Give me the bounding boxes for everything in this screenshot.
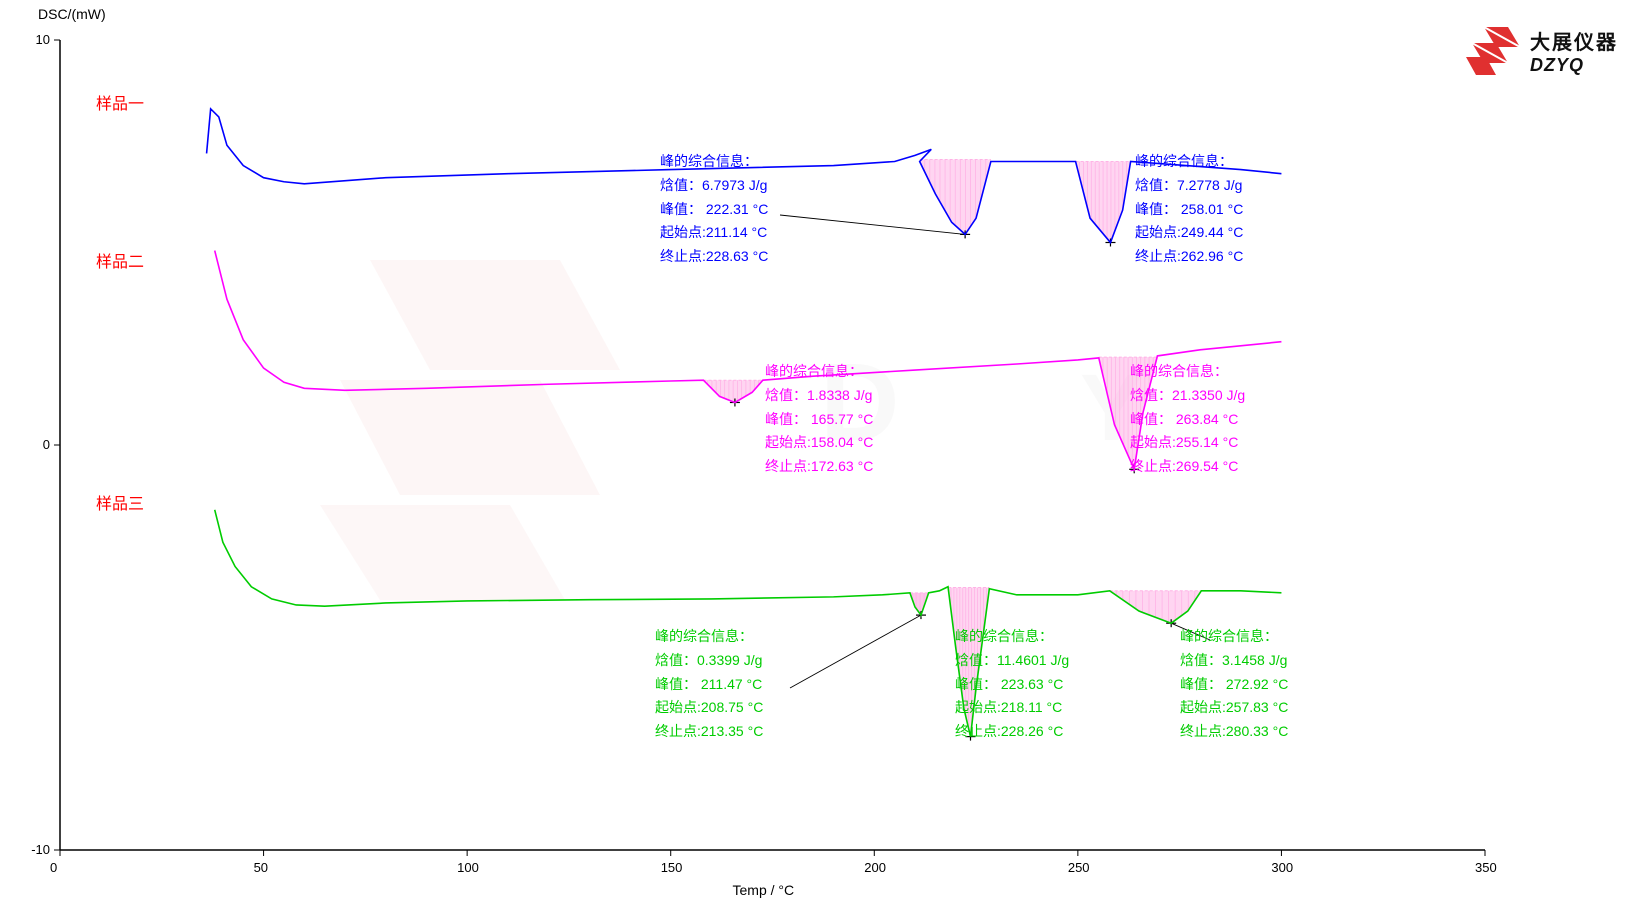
logo-text-cn: 大展仪器: [1530, 26, 1618, 55]
x-tick-label: 250: [1068, 860, 1090, 875]
y-tick-label: -10: [31, 842, 50, 857]
x-tick-label: 0: [50, 860, 57, 875]
sample3-peak-2-info: 峰的综合信息：焓值：11.4601 J/g峰值： 223.63 °C起始点:21…: [955, 625, 1069, 744]
sample3-peak-1-info: 峰的综合信息：焓值：0.3399 J/g峰值： 211.47 °C起始点:208…: [655, 625, 763, 744]
x-tick-label: 50: [254, 860, 268, 875]
sample2-peak-1-info: 峰的综合信息：焓值：1.8338 J/g峰值： 165.77 °C起始点:158…: [765, 360, 873, 479]
sample2-label: 样品二: [96, 248, 144, 272]
x-tick-label: 350: [1475, 860, 1497, 875]
logo-icon: [1462, 25, 1524, 77]
sample2-peak-2-info: 峰的综合信息：焓值：21.3350 J/g峰值： 263.84 °C起始点:25…: [1130, 360, 1245, 479]
logo-text-en: DZYQ: [1530, 55, 1618, 76]
x-tick-label: 300: [1271, 860, 1293, 875]
x-tick-label: 150: [661, 860, 683, 875]
y-tick-label: 0: [43, 437, 50, 452]
sample1-peak-1-info: 峰的综合信息：焓值：6.7973 J/g峰值： 222.31 °C起始点:211…: [660, 150, 768, 269]
y-axis-label: DSC/(mW): [38, 6, 106, 22]
sample3-peak-3-info: 峰的综合信息：焓值：3.1458 J/g峰值： 272.92 °C起始点:257…: [1180, 625, 1288, 744]
sample1-label: 样品一: [96, 90, 144, 114]
x-tick-label: 100: [457, 860, 479, 875]
x-tick-label: 200: [864, 860, 886, 875]
brand-logo: 大展仪器 DZYQ: [1462, 25, 1618, 77]
y-tick-label: 10: [36, 32, 50, 47]
x-axis-label: Temp / °C: [733, 882, 795, 898]
sample3-label: 样品三: [96, 490, 144, 514]
sample1-peak-2-info: 峰的综合信息：焓值：7.2778 J/g峰值： 258.01 °C起始点:249…: [1135, 150, 1243, 269]
